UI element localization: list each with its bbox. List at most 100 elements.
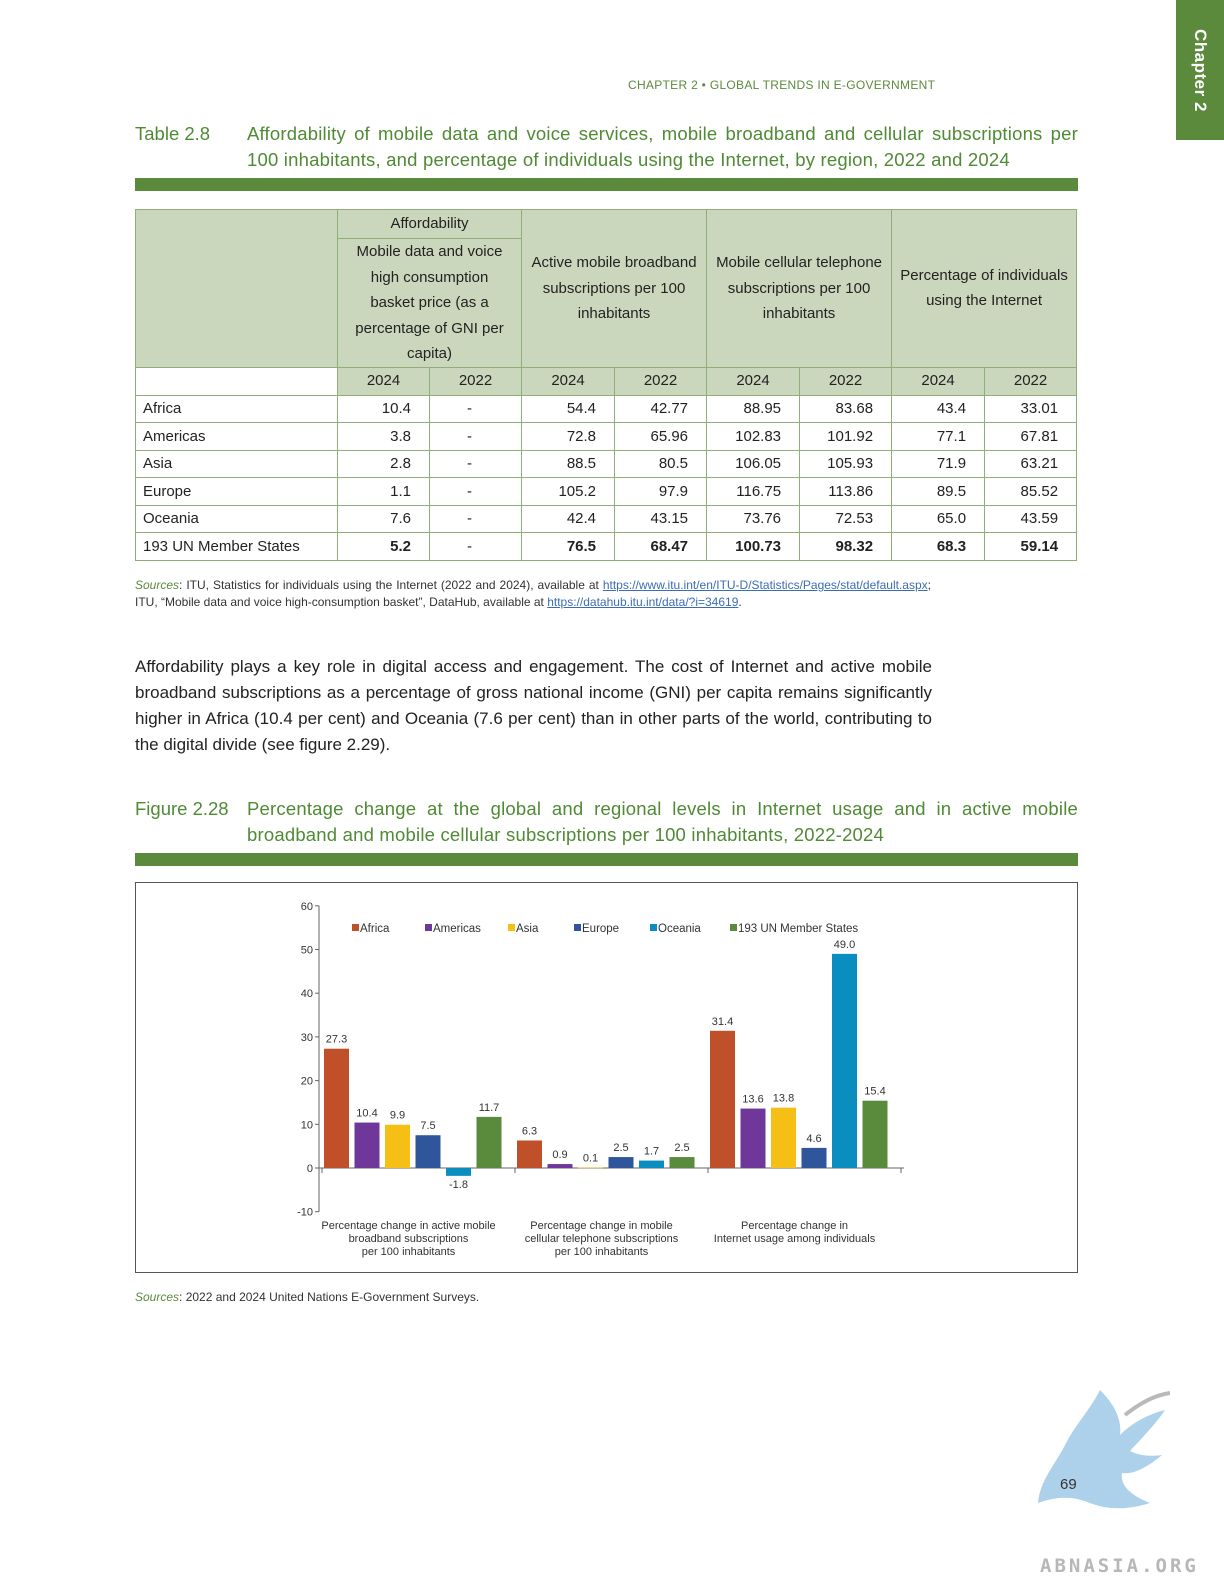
- category-label: per 100 inhabitants: [362, 1246, 456, 1258]
- value-cell: 1.1: [337, 477, 430, 506]
- region-cell: 193 UN Member States: [135, 532, 338, 561]
- category-label: Percentage change in active mobile: [321, 1220, 495, 1232]
- value-cell: 76.5: [521, 532, 616, 561]
- value-cell: 101.92: [799, 422, 893, 451]
- value-cell: -: [428, 449, 523, 478]
- data-label: 31.4: [712, 1016, 733, 1028]
- bar-asia: [578, 1167, 603, 1169]
- table-row: 193 UN Member States 5.2-76.5 68.47 100.73 9…: [135, 532, 1078, 561]
- year-header: 2024: [521, 366, 616, 396]
- data-label: 27.3: [326, 1034, 347, 1046]
- value-cell: 42.77: [614, 394, 708, 423]
- figure-number: Figure 2.28: [135, 798, 229, 819]
- value-cell: 105.93: [799, 449, 893, 478]
- legend-swatch: [425, 924, 432, 931]
- figure-caption-rule: [135, 853, 1078, 866]
- sources-label: Sources: [135, 1290, 180, 1304]
- bar-oceania: [639, 1160, 664, 1168]
- running-head: CHAPTER 2 • GLOBAL TRENDS IN E-GOVERNMEN…: [628, 78, 936, 92]
- region-cell: Africa: [135, 394, 338, 423]
- y-tick-label: 10: [301, 1119, 313, 1131]
- value-cell: 72.8: [521, 422, 616, 451]
- table-row: Africa 10.4-54.4 42.77 88.95 83.68 43.4 33.01: [135, 394, 1078, 423]
- itu-statistics-link[interactable]: https://www.itu.int/en/ITU-D/Statistics/…: [602, 578, 928, 592]
- data-label: 13.6: [742, 1094, 763, 1106]
- value-cell: 73.76: [706, 504, 801, 533]
- table-row: Americas 3.8-72.8 65.96 102.83 101.92 77.1 67.…: [135, 422, 1078, 451]
- watermark-text: ABNASIA.ORG: [1040, 1555, 1199, 1577]
- figure-caption: Figure 2.28 Percentage change at the glo…: [135, 796, 1078, 848]
- value-cell: 97.9: [614, 477, 708, 506]
- region-cell: Americas: [135, 422, 338, 451]
- year-header: 2022: [984, 366, 1078, 396]
- sources-text: .: [738, 595, 742, 609]
- data-label: 0.1: [583, 1153, 598, 1165]
- sources-text: : 2022 and 2024 United Nations E-Governm…: [179, 1290, 480, 1304]
- data-label: 13.8: [773, 1093, 794, 1105]
- value-cell: 72.53: [799, 504, 893, 533]
- header-broadband: Active mobile broadband subscriptions pe…: [521, 209, 708, 368]
- affordability-table: Affordability Active mobile broadband su…: [135, 209, 1078, 561]
- value-cell: 88.5: [521, 449, 616, 478]
- data-label: 1.7: [644, 1146, 659, 1158]
- table-title: Affordability of mobile data and voice s…: [247, 123, 1078, 170]
- value-cell: -: [428, 532, 523, 561]
- legend-label: Africa: [360, 923, 390, 935]
- itu-datahub-link[interactable]: https://datahub.itu.int/data/?i=34619: [547, 595, 739, 609]
- bar-americas: [354, 1122, 380, 1168]
- bar-africa: [710, 1030, 735, 1168]
- value-cell: -: [428, 477, 523, 506]
- value-cell: -: [428, 394, 523, 423]
- year-header: 2022: [428, 366, 523, 396]
- value-cell: 67.81: [984, 422, 1078, 451]
- bar-europe: [801, 1147, 827, 1168]
- year-corner-cell: [135, 366, 338, 396]
- sources-text: : ITU, Statistics for individuals using …: [179, 578, 603, 592]
- data-label: 2.5: [674, 1142, 689, 1154]
- y-tick-label: 50: [301, 945, 313, 957]
- legend-label: Oceania: [658, 923, 701, 935]
- value-cell: 65.96: [614, 422, 708, 451]
- value-cell: -: [428, 422, 523, 451]
- griffin-watermark-logo: [1038, 1390, 1171, 1509]
- value-cell: 43.4: [891, 394, 986, 423]
- region-cell: Asia: [135, 449, 338, 478]
- data-label: 2.5: [613, 1142, 628, 1154]
- y-tick-label: 0: [307, 1163, 313, 1175]
- data-label: 4.6: [806, 1133, 821, 1145]
- legend-label: Americas: [433, 923, 481, 935]
- chapter-tab: Chapter 2: [1176, 0, 1224, 140]
- bar-oceania: [832, 953, 857, 1168]
- value-cell: 2.8: [337, 449, 430, 478]
- table-caption-rule: [135, 178, 1078, 191]
- value-cell: 42.4: [521, 504, 616, 533]
- value-cell: 85.52: [984, 477, 1078, 506]
- table-caption: Table 2.8 Affordability of mobile data a…: [135, 121, 1078, 173]
- value-cell: 68.47: [614, 532, 708, 561]
- bar-oceania: [446, 1168, 471, 1176]
- data-label: -1.8: [449, 1179, 468, 1191]
- value-cell: 59.14: [984, 532, 1078, 561]
- value-cell: 54.4: [521, 394, 616, 423]
- data-label: 0.9: [552, 1149, 567, 1161]
- region-cell: Europe: [135, 477, 338, 506]
- value-cell: 10.4: [337, 394, 430, 423]
- y-tick-label: 30: [301, 1032, 313, 1044]
- bar-chart: 60 50 40 30 20 10 0 -10 27.3 6.3 31.4 10.4 0.9 13.6 9.…: [135, 882, 1078, 1273]
- value-cell: 7.6: [337, 504, 430, 533]
- value-cell: 3.8: [337, 422, 430, 451]
- bar-asia: [385, 1124, 410, 1168]
- y-tick-label: 60: [301, 901, 313, 913]
- figure-sources: Sources: 2022 and 2024 United Nations E-…: [135, 1289, 479, 1306]
- year-header: 2022: [799, 366, 893, 396]
- bar-chart-svg: 60 50 40 30 20 10 0 -10 27.3 6.3 31.4 10.4 0.9 13.6 9.…: [297, 901, 904, 1258]
- bar-americas: [740, 1108, 766, 1168]
- bar-africa: [517, 1140, 542, 1168]
- legend-swatch: [574, 924, 581, 931]
- bar-193-un-member-states: [476, 1116, 502, 1168]
- data-label: 11.7: [479, 1102, 500, 1114]
- bar-europe: [415, 1135, 441, 1168]
- value-cell: 33.01: [984, 394, 1078, 423]
- table-sources: Sources: ITU, Statistics for individuals…: [135, 577, 931, 611]
- value-cell: 98.32: [799, 532, 893, 561]
